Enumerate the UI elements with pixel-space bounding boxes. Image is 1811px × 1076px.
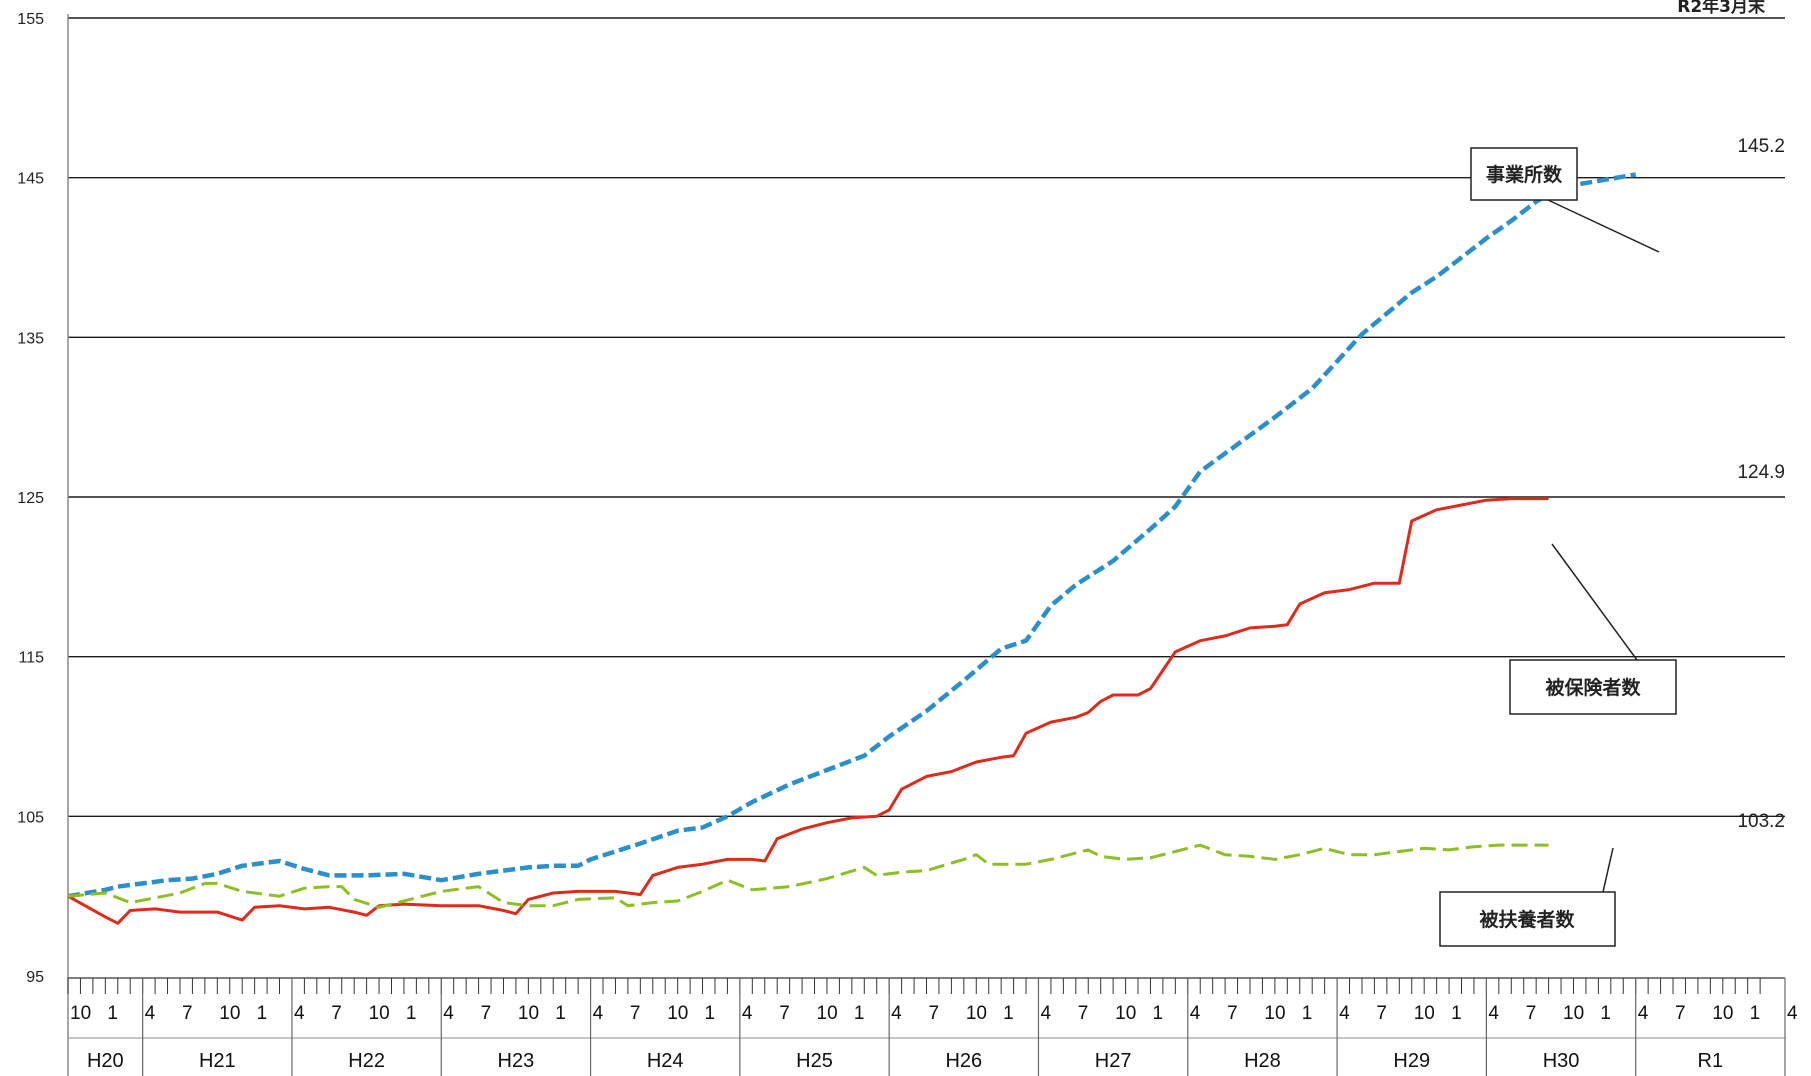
series-line: [67, 497, 1549, 925]
y-tick-label: 115: [18, 650, 44, 667]
x-year-label: H30: [1543, 1050, 1580, 1072]
x-month-label: 1: [555, 1003, 566, 1024]
y-axis-tick-labels: 95 105 115 125 135 145 155: [17, 11, 44, 986]
series-label-box: [1439, 891, 1616, 947]
series-line: [67, 843, 1549, 909]
y-tick-label: 125: [17, 490, 44, 507]
series-label-box: [1509, 659, 1677, 715]
series-lines: [67, 172, 1637, 925]
x-month-label: 4: [1488, 1003, 1499, 1024]
x-month-label: 1: [1600, 1003, 1611, 1024]
x-month-label: 10: [966, 1003, 987, 1024]
x-year-label: H20: [87, 1050, 124, 1072]
x-month-label: 4: [1040, 1003, 1051, 1024]
x-month-label: 4: [1190, 1003, 1201, 1024]
x-month-label: 4: [1638, 1003, 1649, 1024]
series-label: 被保険者数: [1545, 676, 1641, 699]
series-leader-line: [1547, 199, 1660, 253]
x-month-label: 1: [107, 1003, 118, 1024]
series-leader-line: [1551, 543, 1638, 661]
series-leader-line: [1602, 847, 1614, 893]
x-month-label: 1: [1750, 1003, 1761, 1024]
x-month-label: 4: [1339, 1003, 1350, 1024]
x-month-label: 7: [929, 1003, 940, 1024]
x-year-label: H28: [1244, 1050, 1281, 1072]
x-month-label: 10: [1712, 1003, 1733, 1024]
series-callouts: 事業所数 145.2 被保険者数 124.9 被扶養者数 103.2: [1439, 136, 1785, 947]
x-month-label: 1: [1451, 1003, 1462, 1024]
x-month-label: 7: [1376, 1003, 1387, 1024]
x-month-label: 1: [1003, 1003, 1014, 1024]
date-label: R2年3月末: [1677, 0, 1766, 17]
x-month-label: 4: [593, 1003, 604, 1024]
x-month-label: 10: [1115, 1003, 1136, 1024]
x-month-label: 7: [779, 1003, 790, 1024]
x-month-label: 4: [294, 1003, 305, 1024]
x-month-label: 10: [817, 1003, 838, 1024]
x-month-label: 10: [219, 1003, 240, 1024]
series-end-value-label: 145.2: [1737, 136, 1785, 157]
x-month-label: 1: [406, 1003, 417, 1024]
x-month-label: 10: [667, 1003, 688, 1024]
y-tick-label: 155: [17, 11, 44, 28]
x-axis: 10 1 4 7 10 1 4 7 10 1 4 7 10 1 4 7 10 1 4 7 10 1 4 7 10 1 4 7 10 1 4 7…: [67, 977, 1798, 1076]
x-month-label: 1: [854, 1003, 865, 1024]
x-year-label: R1: [1698, 1050, 1724, 1072]
series-line: [67, 172, 1637, 899]
x-month-label: 1: [705, 1003, 716, 1024]
x-month-label: 1: [1152, 1003, 1163, 1024]
x-month-label: 7: [1526, 1003, 1537, 1024]
y-tick-label: 145: [17, 171, 44, 188]
x-year-label: H29: [1393, 1050, 1430, 1072]
y-tick-label: 105: [17, 809, 44, 826]
x-month-label: 7: [630, 1003, 641, 1024]
series-label-box: [1470, 147, 1578, 201]
x-year-label: H27: [1095, 1050, 1132, 1072]
x-month-label: 4: [145, 1003, 156, 1024]
x-year-label: H21: [199, 1050, 236, 1072]
x-month-label: 10: [1264, 1003, 1285, 1024]
series-label: 事業所数: [1486, 163, 1563, 186]
y-tick-label: 95: [26, 969, 44, 986]
x-year-label: H26: [945, 1050, 982, 1072]
x-year-label: H24: [647, 1050, 684, 1072]
x-month-label: 7: [1078, 1003, 1089, 1024]
x-month-label: 4: [1787, 1003, 1798, 1024]
x-month-label: 10: [518, 1003, 539, 1024]
x-month-label: 4: [443, 1003, 454, 1024]
x-month-label: 7: [331, 1003, 342, 1024]
x-month-label: 10: [369, 1003, 390, 1024]
x-year-label: H22: [348, 1050, 385, 1072]
x-month-label: 4: [742, 1003, 753, 1024]
x-month-label: 10: [1563, 1003, 1584, 1024]
series-end-value-label: 124.9: [1737, 462, 1785, 483]
grid-lines: [67, 14, 1785, 1076]
x-month-label: 7: [481, 1003, 492, 1024]
x-month-label: 10: [70, 1003, 91, 1024]
x-year-label: H23: [498, 1050, 535, 1072]
y-tick-label: 135: [17, 330, 44, 347]
x-year-label: H25: [796, 1050, 833, 1072]
series-label: 被扶養者数: [1479, 908, 1575, 931]
x-month-label: 7: [182, 1003, 193, 1024]
x-month-label: 1: [257, 1003, 268, 1024]
x-month-label: 7: [1675, 1003, 1686, 1024]
x-month-label: 4: [891, 1003, 902, 1024]
x-month-label: 1: [1302, 1003, 1313, 1024]
x-month-label: 7: [1227, 1003, 1238, 1024]
series-end-value-label: 103.2: [1737, 811, 1785, 832]
x-month-label: 10: [1414, 1003, 1435, 1024]
